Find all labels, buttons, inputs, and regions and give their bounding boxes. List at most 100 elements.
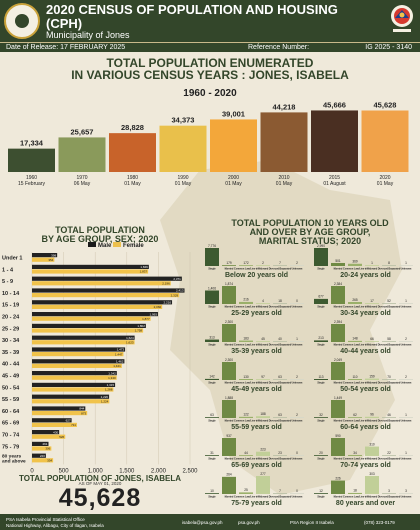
marital-bar [331,286,345,304]
census-year-label: 2020 [379,175,390,181]
marital-bar [382,379,396,380]
marital-status-label: Widowed [367,496,378,499]
marital-bar [331,262,345,266]
marital-status-label: Widowed [258,306,269,309]
marital-bar [239,340,253,342]
marital-status-label: Divorced/Separated [378,268,401,271]
census-date-label: 01 May [225,181,242,187]
male-value-label: 261 [42,442,47,446]
marital-age-group-label: 35-39 years old [231,348,282,355]
marital-bar [314,455,328,456]
census-value-label: 25,657 [71,127,94,136]
marital-bar [348,301,362,304]
marital-age-group-label: 30-34 years old [340,310,391,317]
female-value-label: 1,421 [113,364,121,368]
release-bar: Date of Release: 17 FEBRUARY 2025 Refere… [0,42,420,52]
marital-status-label: Unknown [401,382,412,385]
website-link[interactable]: psa.gov.ph [238,520,260,525]
female-value-label: 1,288 [105,388,113,392]
census-value-label: 44,218 [273,102,296,111]
marital-bar [399,265,413,266]
male-bar [32,430,60,435]
male-value-label: 220 [40,454,45,458]
facebook-link[interactable]: PSA Region II Isabela [290,520,334,525]
marital-bar [382,455,396,456]
census-year-label: 1970 [76,175,87,181]
marital-status-label: Unknown [401,458,412,461]
marital-value-label: 4 [262,299,264,303]
marital-bar [290,493,304,494]
marital-title-line1: TOTAL POPULATION 10 YEARS OLD [231,218,389,228]
marital-value-label: 172 [243,261,249,265]
marital-bar [314,298,328,304]
marital-age-group-label: 80 years and over [336,500,395,507]
marital-value-label: 31 [210,451,214,455]
marital-status-label: Unknown [292,382,303,385]
male-bar [32,371,117,376]
marital-status-label: Common Law/Live-in [234,344,259,347]
marital-value-label: 1 [296,337,298,341]
female-bar [32,375,117,380]
marital-status-label: Widowed [367,268,378,271]
marital-status-label: Widowed [258,458,269,461]
male-value-label: 430 [53,430,58,434]
marital-status-label: Common Law/Live-in [343,268,368,271]
female-bar [32,293,180,298]
marital-value-label: 34 [353,451,357,455]
marital-value-label: 63 [278,413,282,417]
marital-bar [290,417,304,418]
marital-status-label: Unknown [401,306,412,309]
marital-value-label: 2 [405,337,407,341]
census-bar [58,137,106,172]
marital-bar [331,438,345,456]
marital-value-label: 122 [243,413,249,417]
male-bar [32,312,158,317]
header-bar: 2020 CENSUS OF POPULATION AND HOUSING (C… [0,0,420,42]
female-value-label: 711 [71,423,76,427]
marital-status-label: Married [225,268,234,271]
marital-status-label: Common Law/Live-in [343,496,368,499]
marital-value-label: 46 [387,413,391,417]
marital-bar [205,378,219,380]
legend-male-label: Male [98,243,112,249]
marital-status-label: Divorced/Separated [269,458,292,461]
marital-bar [256,379,270,380]
phone-number: (078) 323-0179 [364,520,395,525]
age-sex-title: TOTAL POPULATION BY AGE GROUP, SEX; 2020 [0,226,200,244]
male-value-label: 1,624 [126,336,134,340]
marital-value-label: 2,300 [225,358,233,362]
female-bar [32,281,171,286]
marital-bar [273,417,287,418]
marital-status-label: Married [225,420,234,423]
female-bar [32,363,122,368]
marital-bar [239,378,253,380]
male-value-label: 1,993 [149,312,157,316]
marital-bar [256,476,270,494]
x-tick-label: 500 [59,468,70,473]
marital-bar [290,265,304,266]
email-link[interactable]: isabela@psa.gov.ph [182,520,223,525]
census-value-label: 45,628 [374,101,397,110]
marital-bar [348,417,362,418]
marital-value-label: 2 [262,261,264,265]
census-value-label: 34,373 [172,116,195,125]
marital-status-label: Widowed [258,344,269,347]
marital-value-label: 113 [318,375,323,379]
marital-value-label: 0 [296,451,298,455]
marital-bar [205,290,219,304]
male-bar [32,335,135,340]
female-bar [32,422,77,427]
marital-value-label: 130 [243,375,249,379]
marital-value-label: 18 [278,299,282,303]
census-year-label: 2010 [278,175,289,181]
age-group-label: 25 - 29 [2,326,19,332]
marital-value-label: 3 [405,489,407,493]
x-tick-label: 2,000 [151,468,167,473]
marital-value-label: 313 [209,335,215,339]
marital-bar [222,438,236,456]
marital-value-label: 1,888 [225,396,233,400]
marital-status-label: Single [208,420,216,423]
marital-status-label: Unknown [292,306,303,309]
marital-status-label: Common Law/Live-in [234,496,259,499]
